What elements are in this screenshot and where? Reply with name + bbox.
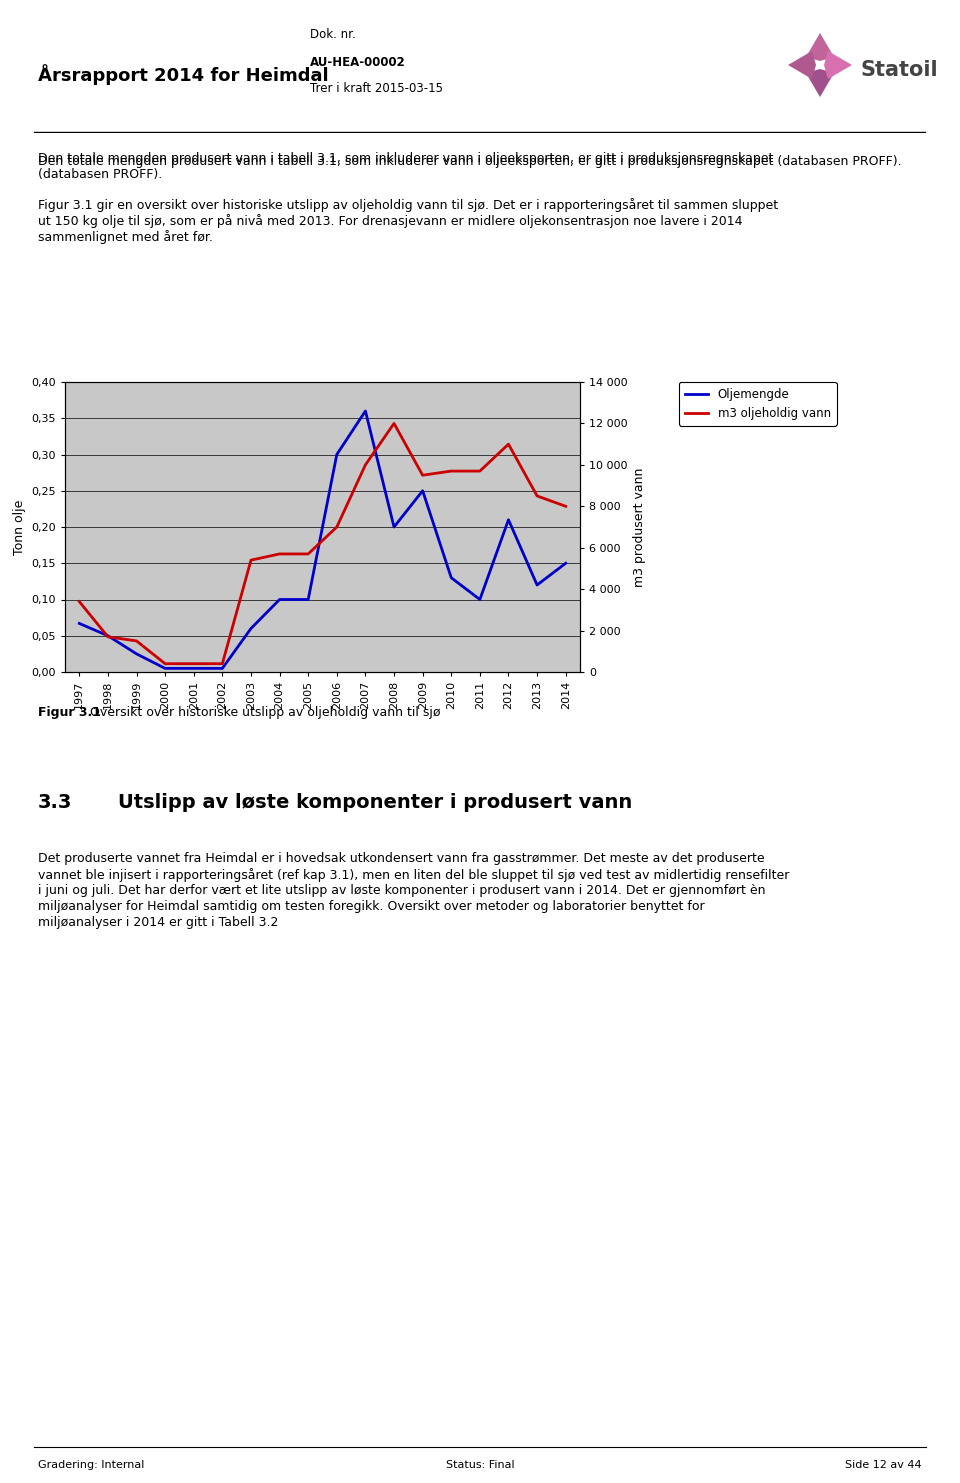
Text: Figur 3.1 gir en oversikt over historiske utslipp av oljeholdig vann til sjø. De: Figur 3.1 gir en oversikt over historisk… <box>38 199 779 212</box>
Text: ut 150 kg olje til sjø, som er på nivå med 2013. For drenasjevann er midlere olj: ut 150 kg olje til sjø, som er på nivå m… <box>38 214 742 228</box>
Text: (databasen PROFF).: (databasen PROFF). <box>38 168 162 181</box>
Text: Årsrapport 2014 for Heimdal: Årsrapport 2014 for Heimdal <box>38 64 328 86</box>
Polygon shape <box>806 33 834 61</box>
Text: Utslipp av løste komponenter i produsert vann: Utslipp av løste komponenter i produsert… <box>118 792 633 811</box>
Text: Figur 3.1: Figur 3.1 <box>38 706 101 719</box>
Text: sammenlignet med året før.: sammenlignet med året før. <box>38 230 213 245</box>
Text: Status: Final: Status: Final <box>445 1459 515 1470</box>
Y-axis label: m3 produsert vann: m3 produsert vann <box>634 467 646 587</box>
Polygon shape <box>806 70 834 96</box>
Text: Trer i kraft 2015-03-15: Trer i kraft 2015-03-15 <box>310 82 443 95</box>
Text: Side 12 av 44: Side 12 av 44 <box>846 1459 922 1470</box>
Y-axis label: Tonn olje: Tonn olje <box>12 500 26 555</box>
Text: Oversikt over historiske utslipp av oljeholdig vann til sjø: Oversikt over historiske utslipp av olje… <box>86 706 441 719</box>
Text: Statoil: Statoil <box>860 59 938 80</box>
Text: Det produserte vannet fra Heimdal er i hovedsak utkondensert vann fra gasstrømme: Det produserte vannet fra Heimdal er i h… <box>38 853 764 865</box>
Polygon shape <box>788 50 816 79</box>
Text: miljøanalyser for Heimdal samtidig om testen foregikk. Oversikt over metoder og : miljøanalyser for Heimdal samtidig om te… <box>38 900 705 914</box>
Text: 3.3: 3.3 <box>38 792 72 811</box>
Text: AU-HEA-00002: AU-HEA-00002 <box>310 55 406 68</box>
Text: miljøanalyser i 2014 er gitt i Tabell 3.2: miljøanalyser i 2014 er gitt i Tabell 3.… <box>38 916 278 928</box>
Text: i juni og juli. Det har derfor vært et lite utslipp av løste komponenter i produ: i juni og juli. Det har derfor vært et l… <box>38 884 765 897</box>
Text: Dok. nr.: Dok. nr. <box>310 28 356 42</box>
Legend: Oljemengde, m3 oljeholdig vann: Oljemengde, m3 oljeholdig vann <box>679 383 836 426</box>
Text: vannet ble injisert i rapporteringsåret (ref kap 3.1), men en liten del ble slup: vannet ble injisert i rapporteringsåret … <box>38 868 789 882</box>
Text: Den totale mengden produsert vann i tabell 3.1, som inkluderer vann i oljeekspor: Den totale mengden produsert vann i tabe… <box>38 156 901 168</box>
Text: Den totale mengden produsert vann i tabell 3.1, som inkluderer vann i oljeekspor: Den totale mengden produsert vann i tabe… <box>38 151 774 165</box>
Polygon shape <box>824 50 852 79</box>
Text: Gradering: Internal: Gradering: Internal <box>38 1459 144 1470</box>
